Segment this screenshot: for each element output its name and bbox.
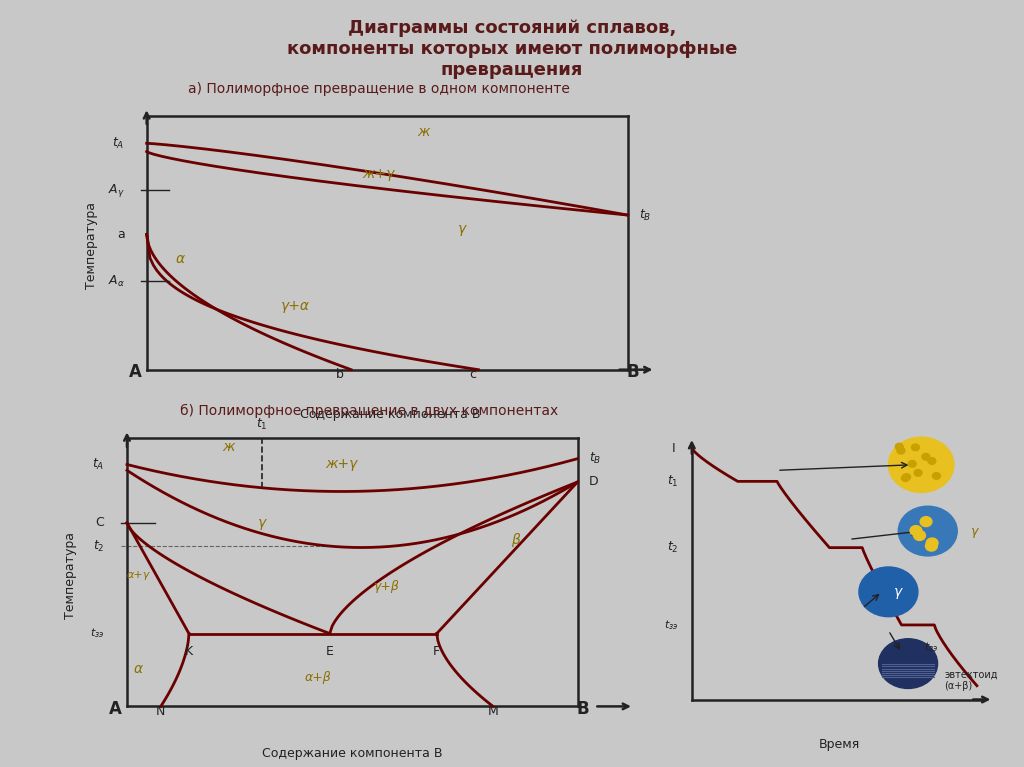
Circle shape [859, 567, 918, 617]
Text: $t_{зэ}$: $t_{зэ}$ [665, 618, 679, 632]
Text: α+γ: α+γ [127, 570, 150, 581]
Text: C: C [95, 516, 104, 529]
Text: $t_{зэ}$: $t_{зэ}$ [925, 640, 939, 654]
Circle shape [895, 443, 903, 450]
Text: б) Полиморфное превращение в двух компонентах: б) Полиморфное превращение в двух компон… [179, 404, 558, 418]
Text: $t_B$: $t_B$ [589, 451, 601, 466]
Text: ж+γ: ж+γ [362, 166, 395, 181]
Text: γ+β: γ+β [373, 581, 399, 594]
Text: A: A [110, 700, 122, 718]
Text: $t_{зэ}$: $t_{зэ}$ [90, 627, 104, 640]
Text: α: α [175, 252, 184, 266]
Circle shape [922, 453, 930, 460]
Text: c: c [469, 367, 476, 380]
Text: E: E [326, 645, 334, 658]
Text: $t_B$: $t_B$ [639, 208, 651, 222]
Circle shape [914, 469, 922, 476]
Text: α+β: α+β [305, 671, 332, 683]
Text: a: a [117, 228, 125, 241]
Text: N: N [156, 705, 166, 718]
Circle shape [926, 542, 937, 551]
Circle shape [903, 474, 910, 480]
Text: $t_1$: $t_1$ [667, 474, 679, 489]
Text: D: D [589, 476, 598, 489]
Circle shape [913, 531, 926, 541]
Text: γ: γ [894, 584, 902, 599]
Circle shape [921, 517, 932, 527]
Circle shape [889, 437, 954, 492]
Text: K: K [185, 645, 193, 658]
Circle shape [897, 447, 905, 454]
Text: Температура: Температура [65, 532, 77, 619]
Circle shape [933, 472, 940, 479]
Text: $t_A$: $t_A$ [92, 457, 104, 472]
Circle shape [908, 460, 916, 467]
Text: $A_\alpha$: $A_\alpha$ [108, 274, 125, 289]
Circle shape [927, 538, 938, 548]
Text: γ: γ [971, 525, 978, 538]
Text: γ: γ [458, 222, 466, 236]
Text: Температура: Температура [85, 202, 98, 289]
Text: B: B [577, 700, 590, 718]
Text: B: B [627, 363, 640, 380]
Text: $A_\gamma$: $A_\gamma$ [108, 182, 125, 199]
Text: Диаграммы состояний сплавов,
компоненты которых имеют полиморфные
превращения: Диаграммы состояний сплавов, компоненты … [287, 19, 737, 79]
Text: M: M [487, 705, 499, 718]
Text: $t_1$: $t_1$ [256, 417, 268, 433]
Circle shape [901, 475, 909, 482]
Text: b: b [336, 367, 344, 380]
Text: а) Полиморфное превращение в одном компоненте: а) Полиморфное превращение в одном компо… [188, 82, 569, 96]
Text: F: F [433, 645, 440, 658]
Text: ж: ж [417, 125, 429, 140]
Circle shape [928, 458, 936, 464]
Text: α: α [134, 661, 142, 676]
Text: Время: Время [818, 738, 860, 751]
Text: γ+α: γ+α [282, 299, 310, 313]
Text: $t_2$: $t_2$ [668, 540, 679, 555]
Text: эвтектоид
(α+β): эвтектоид (α+β) [944, 670, 997, 691]
Text: β: β [511, 533, 520, 548]
Circle shape [910, 525, 922, 535]
Circle shape [911, 444, 920, 451]
Circle shape [879, 639, 938, 689]
Text: ж+γ: ж+γ [325, 457, 357, 472]
Text: Содержание компонента В: Содержание компонента В [300, 408, 480, 421]
Text: $t_A$: $t_A$ [113, 136, 125, 151]
Text: A: A [129, 363, 142, 380]
Text: Содержание компонента В: Содержание компонента В [262, 747, 442, 760]
Circle shape [898, 506, 957, 556]
Text: γ: γ [258, 515, 266, 530]
Text: ж: ж [222, 440, 234, 454]
Text: $t_2$: $t_2$ [93, 538, 104, 554]
Text: I: I [672, 442, 676, 455]
